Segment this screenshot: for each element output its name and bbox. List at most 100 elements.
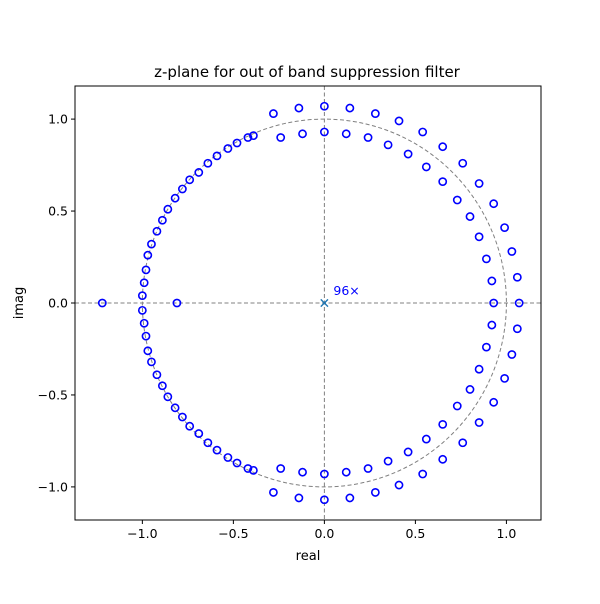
zero-marker	[203, 438, 213, 448]
zero-marker	[185, 421, 195, 431]
y-tick-label: 0.5	[48, 204, 68, 219]
zero-marker	[319, 127, 329, 137]
zero-marker	[141, 265, 151, 275]
zero-marker	[276, 464, 286, 473]
plot-area: 96×	[75, 86, 541, 520]
zero-marker	[383, 140, 393, 150]
zero-marker	[345, 493, 355, 503]
zero-marker	[97, 298, 107, 308]
pole-multiplicity-label: 96×	[333, 283, 359, 298]
zero-marker	[370, 488, 380, 497]
zero-marker	[212, 445, 222, 455]
zero-marker	[163, 204, 173, 214]
zero-marker	[394, 480, 404, 490]
zero-marker	[194, 168, 204, 177]
zero-marker	[294, 493, 304, 503]
zero-marker	[370, 109, 380, 118]
zero-marker	[212, 151, 222, 161]
zero-marker	[203, 158, 213, 168]
zero-marker	[157, 215, 167, 225]
zero-marker	[248, 465, 258, 475]
zero-marker	[438, 419, 448, 429]
zero-marker	[500, 373, 509, 383]
zero-marker	[139, 278, 149, 288]
zero-marker	[487, 276, 497, 286]
zero-marker	[489, 199, 499, 209]
zero-marker	[418, 469, 428, 479]
zero-marker	[341, 129, 351, 139]
y-tick-label: 0.0	[48, 296, 68, 311]
x-axis-ticks: −1.0 −0.5 0.0 0.5 1.0	[127, 520, 516, 541]
zero-marker	[170, 193, 180, 203]
zero-marker	[458, 158, 468, 168]
pole-marker	[320, 298, 329, 308]
zero-marker	[163, 392, 173, 402]
x-axis-label: real	[296, 549, 321, 564]
zero-marker	[232, 458, 242, 468]
y-axis-ticks: −1.0 −0.5 0.0 0.5 1.0	[38, 112, 75, 494]
zero-marker	[319, 101, 329, 111]
zero-marker	[465, 212, 475, 221]
zero-marker	[421, 162, 431, 172]
zero-marker	[489, 397, 499, 407]
zero-marker	[438, 454, 448, 464]
y-axis-label: imag	[12, 287, 27, 320]
zero-marker	[500, 223, 509, 233]
zero-marker	[465, 385, 475, 394]
zero-marker	[345, 103, 355, 113]
zero-marker	[157, 381, 167, 391]
zero-marker	[507, 247, 517, 256]
zero-marker	[438, 142, 448, 152]
y-tick-label: −1.0	[38, 479, 68, 494]
zero-marker	[474, 418, 484, 427]
zero-marker	[507, 350, 517, 359]
zero-marker	[418, 127, 428, 137]
zero-marker	[294, 103, 304, 113]
zero-marker	[298, 467, 307, 477]
zero-marker	[269, 109, 278, 118]
zero-marker	[139, 318, 149, 328]
zero-marker	[458, 438, 468, 448]
y-tick-label: −0.5	[38, 387, 68, 402]
zero-marker	[152, 370, 162, 380]
chart-title: z-plane for out of band suppression filt…	[154, 63, 461, 81]
zero-marker	[137, 291, 147, 301]
zero-marker	[232, 138, 242, 148]
zero-marker	[474, 179, 484, 188]
zero-marker	[481, 254, 491, 264]
zero-marker	[452, 195, 462, 205]
zero-marker	[474, 364, 484, 374]
zero-marker	[143, 346, 153, 356]
y-tick-label: 1.0	[48, 112, 68, 127]
zero-marker	[243, 133, 253, 142]
zero-marker	[363, 133, 373, 142]
x-tick-label: 0.5	[405, 526, 425, 541]
zero-marker	[403, 149, 413, 159]
zero-marker	[243, 464, 253, 473]
zero-marker	[298, 129, 307, 139]
x-tick-label: 1.0	[496, 526, 516, 541]
zero-marker	[152, 226, 162, 236]
zero-marker	[147, 239, 156, 249]
zero-marker	[512, 324, 522, 334]
zero-marker	[172, 298, 182, 308]
zero-marker	[194, 429, 204, 438]
zero-marker	[170, 403, 180, 413]
zero-marker	[438, 177, 448, 187]
zero-marker	[143, 250, 153, 260]
pole-marker-stroke	[320, 298, 329, 308]
zero-marker	[383, 456, 393, 466]
zero-marker	[489, 298, 499, 308]
zero-marker	[248, 131, 258, 141]
zero-marker	[147, 357, 156, 367]
zero-marker	[276, 133, 286, 142]
x-tick-label: 0.0	[314, 526, 334, 541]
zero-marker	[319, 469, 329, 479]
zero-marker	[185, 175, 195, 185]
zero-marker	[341, 467, 351, 477]
x-tick-label: −1.0	[127, 526, 157, 541]
zero-marker	[474, 232, 484, 242]
